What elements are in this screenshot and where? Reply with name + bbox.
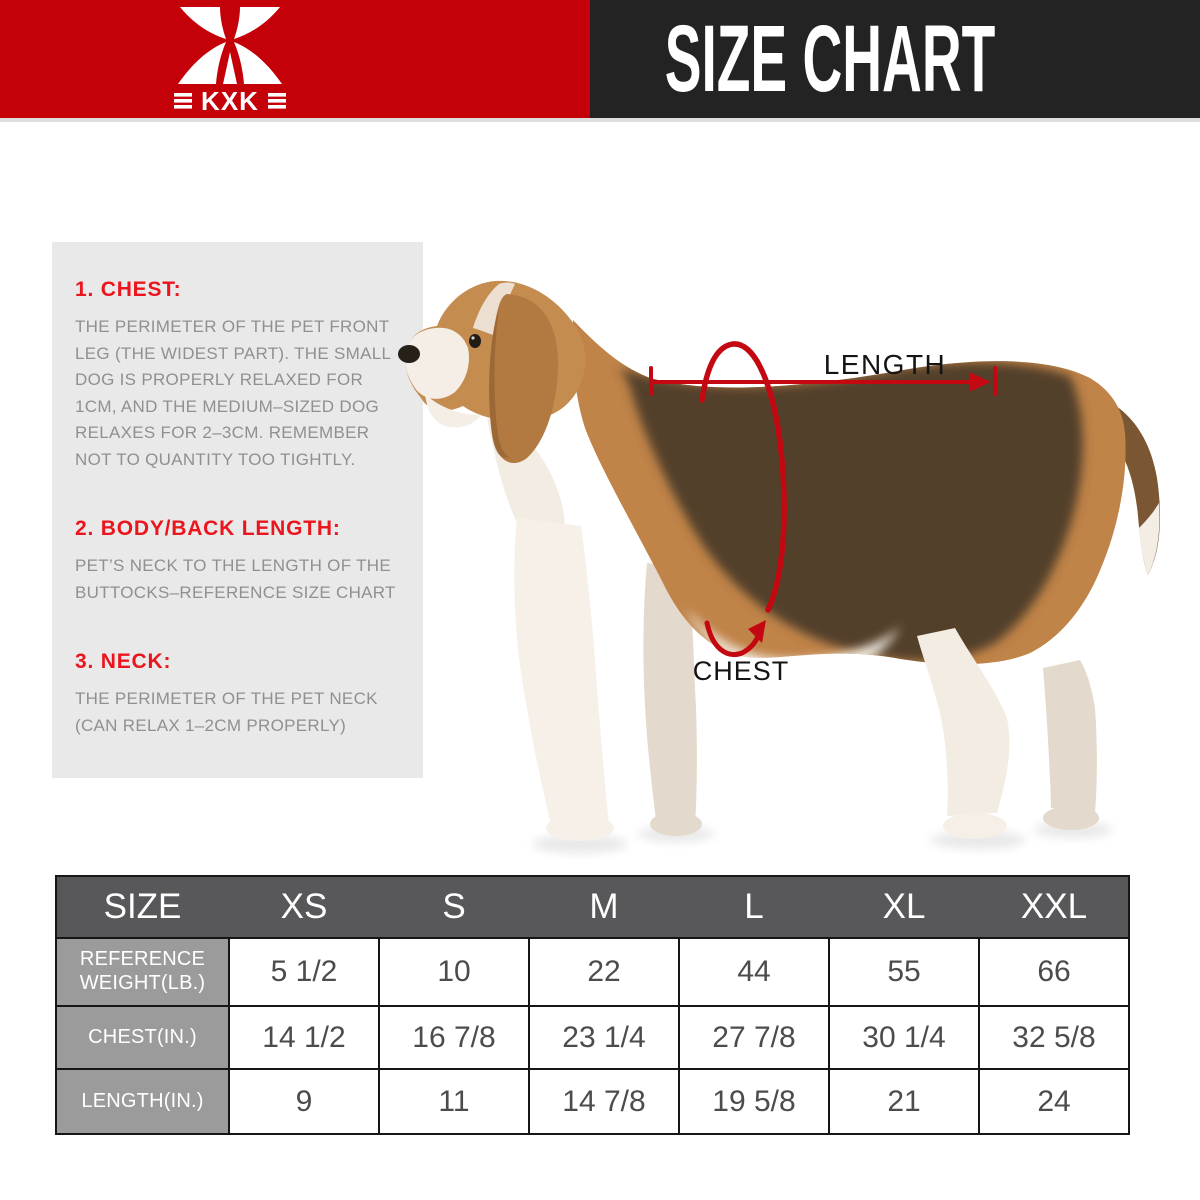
- tail-white-tip: [1139, 503, 1160, 575]
- near-front-leg: [514, 518, 609, 824]
- column-header: L: [679, 875, 829, 939]
- table-cell: 44: [678, 937, 830, 1007]
- ear: [489, 294, 559, 464]
- chest-arc-arrow: [704, 620, 762, 657]
- table-cell: 16 7/8: [378, 1005, 530, 1070]
- table-cell: 10: [378, 937, 530, 1007]
- eye: [469, 334, 481, 348]
- section-body: THE PERIMETER OF THE PET FRONT LEG (THE …: [75, 317, 391, 469]
- ear-shading: [489, 308, 509, 458]
- chin-white: [425, 394, 481, 428]
- row-label: REFERENCE WEIGHT(LB.): [55, 937, 230, 1007]
- saddle-patch: [620, 362, 1083, 661]
- table-cell: 14 7/8: [528, 1068, 680, 1135]
- column-header: XS: [229, 875, 379, 939]
- table-cell: 66: [978, 937, 1130, 1007]
- chest-girth-loop: [699, 341, 787, 613]
- table-cell: 23 1/4: [528, 1005, 680, 1070]
- section-heading: 1. CHEST:: [75, 278, 182, 301]
- beagle-dog-illustration: [398, 280, 1160, 853]
- table-header-row: SIZE XS S M L XL XXL: [55, 875, 1130, 939]
- measurement-annotations: LENGTH CHEST: [649, 341, 997, 686]
- page-title: SIZE CHART: [664, 5, 996, 112]
- table-row-length: LENGTH(IN.) 9 11 14 7/8 19 5/8 21 24: [55, 1068, 1130, 1135]
- table-row-chest: CHEST(IN.) 14 1/2 16 7/8 23 1/4 27 7/8 3…: [55, 1005, 1130, 1070]
- instruction-section-length: 2. BODY/BACK LENGTH: PET’S NECK TO THE L…: [75, 517, 403, 606]
- table-cell: 5 1/2: [228, 937, 380, 1007]
- table-cell: 24: [978, 1068, 1130, 1135]
- table-cell: 9: [228, 1068, 380, 1135]
- column-header: M: [529, 875, 679, 939]
- near-rear-leg: [917, 628, 1010, 816]
- header-brand-band: KXK: [0, 0, 590, 118]
- table-cell: 55: [828, 937, 980, 1007]
- table-row-weight: REFERENCE WEIGHT(LB.) 5 1/2 10 22 44 55 …: [55, 937, 1130, 1007]
- chest-label: CHEST: [693, 656, 790, 686]
- measuring-instructions-panel: 1. CHEST: THE PERIMETER OF THE PET FRONT…: [52, 242, 423, 778]
- chest-arrowhead: [748, 620, 766, 643]
- logo-bars-left: [174, 93, 192, 109]
- row-label: CHEST(IN.): [55, 1005, 230, 1070]
- length-label: LENGTH: [824, 349, 947, 380]
- logo-text: KXK: [201, 86, 259, 116]
- section-heading: 2. BODY/BACK LENGTH:: [75, 517, 341, 540]
- instruction-section-neck: 3. NECK: THE PERIMETER OF THE PET NECK (…: [75, 650, 403, 739]
- column-header: S: [379, 875, 529, 939]
- table-cell: 19 5/8: [678, 1068, 830, 1135]
- nose: [398, 345, 420, 363]
- column-header: XL: [829, 875, 979, 939]
- logo-bars-right: [268, 93, 286, 109]
- table-cell: 11: [378, 1068, 530, 1135]
- dog-measurement-diagram: LENGTH CHEST: [398, 280, 1160, 853]
- size-table: SIZE XS S M L XL XXL REFERENCE WEIGHT(LB…: [55, 875, 1130, 1135]
- brand-logo: KXK: [174, 7, 286, 116]
- header-divider: [0, 118, 1200, 122]
- header-title-band: SIZE CHART: [590, 0, 1200, 118]
- length-arrowhead: [969, 372, 991, 392]
- column-header: SIZE: [55, 875, 229, 939]
- table-cell: 30 1/4: [828, 1005, 980, 1070]
- section-body: THE PERIMETER OF THE PET NECK (CAN RELAX…: [75, 689, 378, 735]
- column-header: XXL: [979, 875, 1130, 939]
- table-cell: 27 7/8: [678, 1005, 830, 1070]
- table-cell: 21: [828, 1068, 980, 1135]
- table-cell: 22: [528, 937, 680, 1007]
- instruction-section-chest: 1. CHEST: THE PERIMETER OF THE PET FRONT…: [75, 278, 403, 473]
- far-rear-leg: [1043, 660, 1097, 813]
- section-body: PET’S NECK TO THE LENGTH OF THE BUTTOCKS…: [75, 556, 396, 602]
- kxk-butterfly-icon: KXK: [174, 7, 286, 116]
- ground-shadow: [532, 822, 1113, 853]
- section-heading: 3. NECK:: [75, 650, 172, 673]
- table-cell: 32 5/8: [978, 1005, 1130, 1070]
- muzzle-white: [404, 327, 469, 399]
- far-front-leg: [643, 563, 697, 826]
- table-cell: 14 1/2: [228, 1005, 380, 1070]
- row-label: LENGTH(IN.): [55, 1068, 230, 1135]
